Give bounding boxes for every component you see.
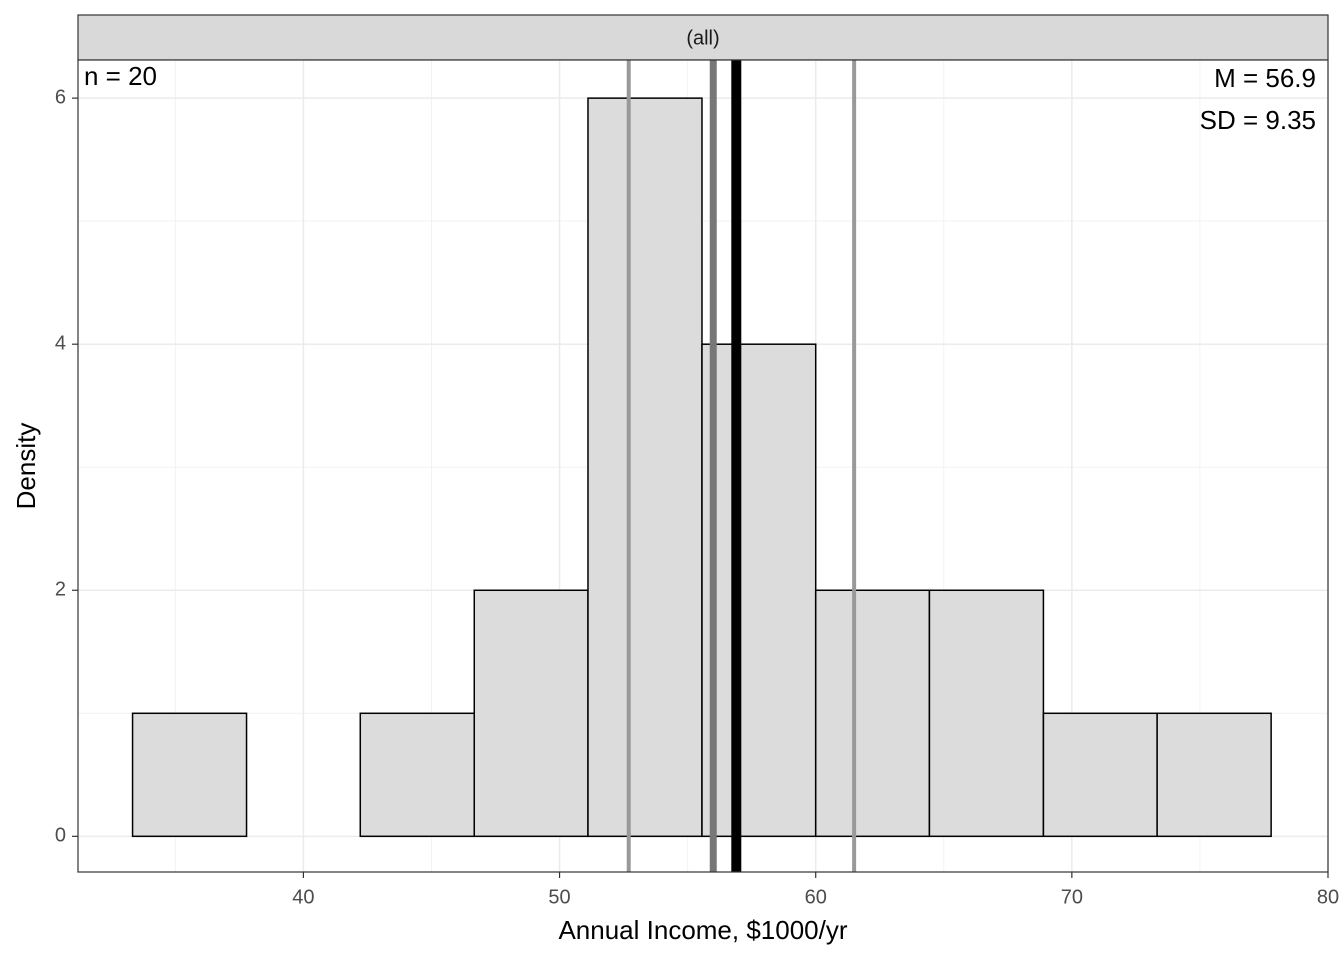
y-tick-label: 2 xyxy=(55,579,66,601)
panel-border xyxy=(77,59,1329,873)
histogram-bar xyxy=(473,589,589,838)
x-tick-label: 50 xyxy=(548,886,570,908)
y-tick-label: 0 xyxy=(55,825,66,847)
facet-strip xyxy=(77,14,1329,61)
histogram-bar xyxy=(131,712,248,838)
y-axis-title: Density xyxy=(11,423,41,510)
x-tick-label: 80 xyxy=(1317,886,1339,908)
histogram-bar xyxy=(587,97,703,838)
histogram-bar xyxy=(814,589,931,838)
histogram-bar xyxy=(359,712,476,838)
annotation: n = 20 xyxy=(84,61,157,91)
histogram-bar xyxy=(1156,712,1272,838)
histogram-bar xyxy=(701,343,817,838)
x-axis-title: Annual Income, $1000/yr xyxy=(558,915,847,945)
histogram-bar xyxy=(928,589,1045,838)
annotation: M = 56.9 xyxy=(1214,63,1316,93)
y-tick-label: 6 xyxy=(55,86,66,108)
x-tick-label: 40 xyxy=(292,886,314,908)
histogram-bar xyxy=(1042,712,1158,838)
x-tick-label: 70 xyxy=(1061,886,1083,908)
annotation: SD = 9.35 xyxy=(1200,105,1316,135)
facet-label: (all) xyxy=(686,27,719,49)
y-tick-label: 4 xyxy=(55,332,66,354)
x-tick-label: 60 xyxy=(805,886,827,908)
